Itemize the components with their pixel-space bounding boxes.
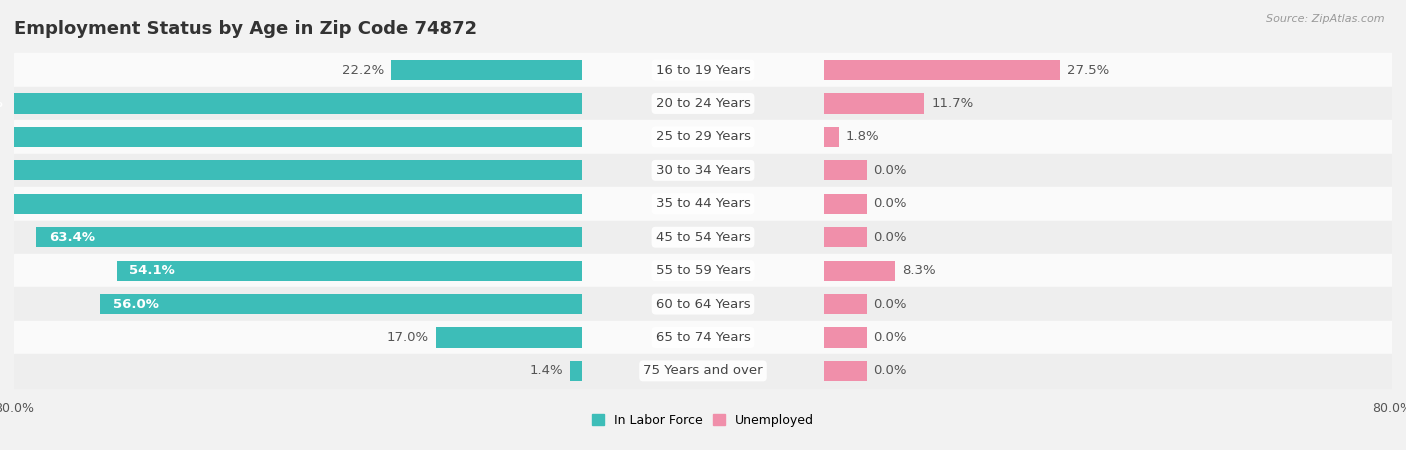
Text: 11.7%: 11.7% <box>931 97 973 110</box>
Text: 0.0%: 0.0% <box>873 364 907 378</box>
Text: 25 to 29 Years: 25 to 29 Years <box>655 130 751 144</box>
Text: 30 to 34 Years: 30 to 34 Years <box>655 164 751 177</box>
Bar <box>0 127 582 147</box>
Text: 0.0%: 0.0% <box>873 164 907 177</box>
Text: 63.4%: 63.4% <box>49 231 96 244</box>
Bar <box>824 60 1060 80</box>
Bar <box>14 120 1392 153</box>
Text: 1.8%: 1.8% <box>846 130 880 144</box>
Text: 45 to 54 Years: 45 to 54 Years <box>655 231 751 244</box>
Text: 0.0%: 0.0% <box>873 231 907 244</box>
Text: 27.5%: 27.5% <box>1067 63 1109 76</box>
Bar <box>14 87 1392 120</box>
Text: Source: ZipAtlas.com: Source: ZipAtlas.com <box>1267 14 1385 23</box>
Bar <box>824 127 839 147</box>
Bar <box>14 354 1392 387</box>
Bar <box>0 94 582 113</box>
Bar <box>571 361 582 381</box>
Text: 75 Years and over: 75 Years and over <box>643 364 763 378</box>
Text: 20 to 24 Years: 20 to 24 Years <box>655 97 751 110</box>
Text: 17.0%: 17.0% <box>387 331 429 344</box>
Bar <box>37 227 582 247</box>
Text: 60 to 64 Years: 60 to 64 Years <box>655 297 751 310</box>
Text: 65 to 74 Years: 65 to 74 Years <box>655 331 751 344</box>
Text: 35 to 44 Years: 35 to 44 Years <box>655 197 751 210</box>
Text: Employment Status by Age in Zip Code 74872: Employment Status by Age in Zip Code 748… <box>14 20 477 38</box>
Legend: In Labor Force, Unemployed: In Labor Force, Unemployed <box>586 409 820 432</box>
Bar <box>0 160 582 180</box>
Bar <box>436 328 582 347</box>
Bar <box>14 187 1392 220</box>
Text: 22.2%: 22.2% <box>342 63 384 76</box>
Text: 8.3%: 8.3% <box>901 264 935 277</box>
Bar <box>14 254 1392 288</box>
Text: 1.4%: 1.4% <box>530 364 564 378</box>
Text: 74.1%: 74.1% <box>0 97 3 110</box>
Bar <box>14 153 1392 187</box>
Bar <box>824 227 866 247</box>
Text: 16 to 19 Years: 16 to 19 Years <box>655 63 751 76</box>
Bar <box>824 294 866 314</box>
Text: 55 to 59 Years: 55 to 59 Years <box>655 264 751 277</box>
Bar <box>391 60 582 80</box>
Bar <box>824 361 866 381</box>
Text: 0.0%: 0.0% <box>873 297 907 310</box>
Text: 0.0%: 0.0% <box>873 197 907 210</box>
Bar <box>824 160 866 180</box>
Bar <box>14 321 1392 354</box>
Bar <box>824 94 924 113</box>
Text: 56.0%: 56.0% <box>112 297 159 310</box>
Bar <box>824 261 896 281</box>
Bar <box>14 220 1392 254</box>
Bar <box>0 194 582 214</box>
Bar <box>100 294 582 314</box>
Bar <box>14 288 1392 321</box>
Bar <box>14 54 1392 87</box>
Bar <box>117 261 582 281</box>
Text: 54.1%: 54.1% <box>129 264 176 277</box>
Bar <box>824 194 866 214</box>
Bar <box>824 328 866 347</box>
Text: 0.0%: 0.0% <box>873 331 907 344</box>
